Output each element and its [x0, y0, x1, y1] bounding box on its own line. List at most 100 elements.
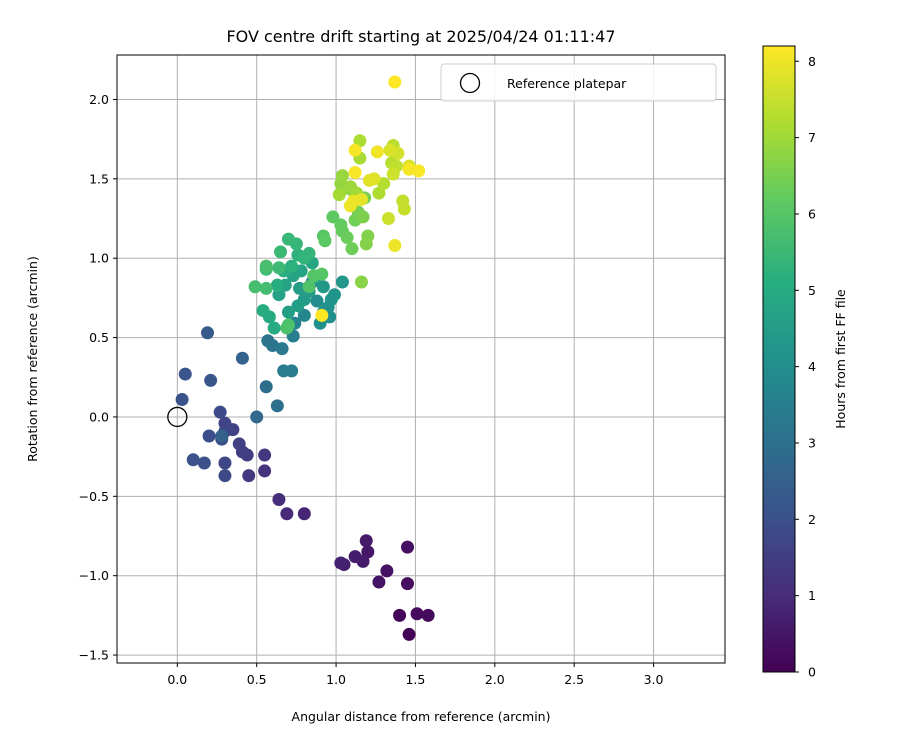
y-tick-label: 0.0: [89, 409, 109, 424]
data-point: [242, 469, 256, 483]
y-tick-label: 2.0: [89, 92, 109, 107]
data-point: [270, 278, 284, 292]
data-point: [401, 577, 415, 591]
data-point: [345, 242, 359, 256]
legend: Reference platepar: [440, 63, 717, 102]
data-point: [381, 212, 395, 226]
data-point: [197, 456, 211, 470]
data-point: [235, 351, 249, 365]
colorbar-label: Hours from first FF file: [833, 289, 848, 429]
data-point: [383, 143, 397, 157]
data-point: [175, 392, 189, 406]
data-point: [348, 143, 362, 157]
data-point: [280, 507, 294, 521]
data-point: [204, 373, 218, 387]
colorbar-tick-label: 8: [808, 54, 816, 69]
x-tick-label: 0.5: [247, 672, 267, 687]
y-axis-ticks: −1.5 −1.0 −0.5 0.0 0.5 1.0 1.5 2.0: [79, 92, 117, 663]
data-point: [280, 321, 294, 335]
data-point: [356, 210, 370, 224]
data-point: [402, 162, 416, 176]
colorbar: 0 1 2 3 4 5 6 7 8 Hours from first FF file: [762, 45, 848, 680]
colorbar-tick-label: 1: [808, 588, 816, 603]
colorbar-tick-label: 2: [808, 512, 816, 527]
data-point: [272, 492, 286, 506]
x-axis-ticks: 0.0 0.5 1.0 1.5 2.0 2.5 3.0: [167, 663, 664, 687]
data-point: [362, 173, 376, 187]
data-point: [340, 231, 354, 245]
colorbar-tick-label: 3: [808, 435, 816, 450]
data-point: [202, 429, 216, 443]
data-point: [372, 575, 386, 589]
data-point: [281, 305, 295, 319]
y-tick-label: −1.0: [79, 568, 109, 583]
data-point: [388, 75, 402, 89]
colorbar-tick-label: 7: [808, 130, 816, 145]
data-point: [327, 288, 341, 302]
data-point: [318, 234, 332, 248]
data-point: [354, 275, 368, 289]
data-point: [267, 321, 281, 335]
x-axis-label: Angular distance from reference (arcmin): [292, 709, 551, 724]
data-point: [200, 326, 214, 340]
colorbar-gradient: [762, 45, 796, 673]
data-point: [332, 188, 346, 202]
data-point: [316, 280, 330, 294]
data-point: [259, 380, 273, 394]
data-point: [297, 308, 311, 322]
data-point: [402, 627, 416, 641]
x-tick-label: 2.0: [485, 672, 505, 687]
data-point: [359, 534, 373, 548]
data-point: [401, 540, 415, 554]
y-tick-label: −1.5: [79, 648, 109, 663]
colorbar-tick-label: 5: [808, 283, 816, 298]
data-point: [215, 429, 229, 443]
x-tick-label: 0.0: [167, 672, 187, 687]
data-point: [297, 507, 311, 521]
data-point: [302, 280, 316, 294]
data-point: [274, 245, 288, 259]
data-point: [334, 556, 348, 570]
colorbar-ticks: 0 1 2 3 4 5 6 7 8: [795, 54, 816, 680]
data-point: [218, 456, 232, 470]
legend-reference-marker: [459, 72, 481, 94]
data-point: [386, 167, 400, 181]
plot-frame: [116, 54, 726, 664]
x-tick-label: 1.5: [405, 672, 425, 687]
legend-box: [440, 63, 717, 102]
data-points: [175, 75, 435, 641]
data-point: [272, 261, 286, 275]
legend-reference-label: Reference platepar: [507, 76, 627, 91]
y-tick-label: 1.5: [89, 171, 109, 186]
data-point: [232, 437, 246, 451]
data-point: [397, 202, 411, 216]
data-point: [348, 550, 362, 564]
colorbar-tick-label: 6: [808, 206, 816, 221]
data-point: [248, 280, 262, 294]
data-point: [256, 304, 270, 318]
y-tick-label: 0.5: [89, 330, 109, 345]
data-point: [343, 199, 357, 213]
data-point: [258, 448, 272, 462]
data-point: [335, 169, 349, 183]
y-tick-label: 1.0: [89, 251, 109, 266]
data-point: [178, 367, 192, 381]
data-point: [258, 464, 272, 478]
data-point: [270, 399, 284, 413]
x-tick-label: 1.0: [326, 672, 346, 687]
data-point: [302, 246, 316, 260]
data-point: [359, 237, 373, 251]
x-tick-label: 3.0: [644, 672, 664, 687]
data-point: [218, 469, 232, 483]
data-point: [259, 259, 273, 273]
data-point: [388, 238, 402, 252]
data-point: [259, 281, 273, 295]
data-point: [326, 210, 340, 224]
data-point: [291, 299, 305, 313]
data-point: [250, 410, 264, 424]
grid-lines: [117, 55, 725, 663]
y-tick-label: −0.5: [79, 489, 109, 504]
data-point: [348, 165, 362, 179]
x-tick-label: 2.5: [564, 672, 584, 687]
